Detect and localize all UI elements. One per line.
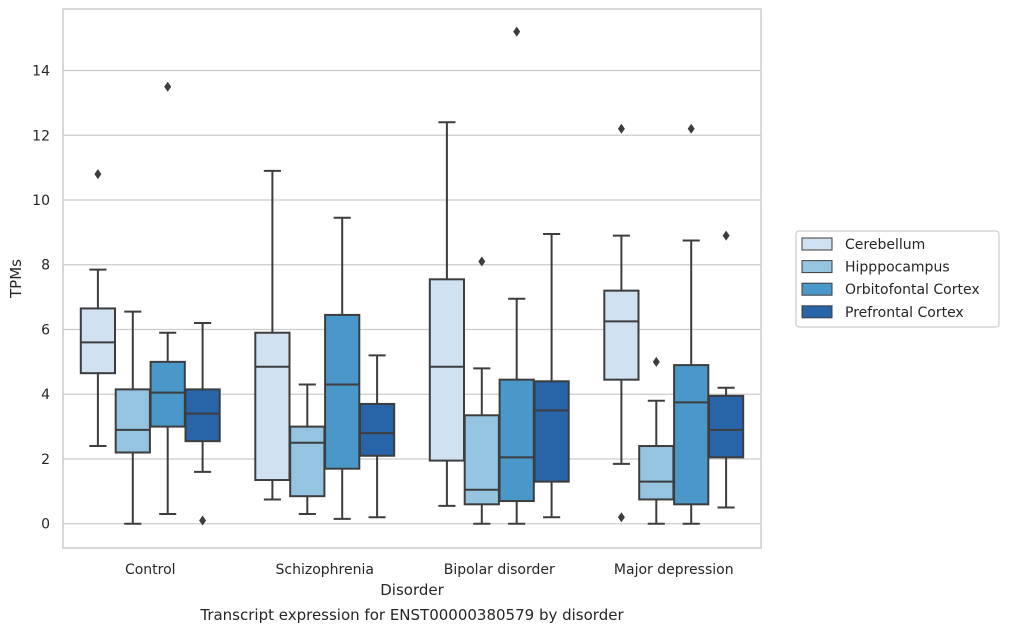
y-tick-label: 8	[41, 258, 50, 274]
figure-caption: Transcript expression for ENST0000038057…	[200, 606, 624, 624]
outlier-point	[687, 123, 695, 134]
legend-label: Orbitofontal Cortex	[845, 282, 980, 298]
box-orbitofontal-cortex	[498, 26, 535, 525]
y-tick-label: 12	[32, 128, 50, 144]
box-iqr	[463, 414, 500, 506]
x-tick-label: Major depression	[614, 562, 734, 578]
box-iqr	[638, 445, 675, 501]
box-iqr	[114, 388, 151, 454]
box-prefrontal-cortex	[533, 232, 570, 519]
box-iqr	[289, 425, 326, 498]
plot-frame	[62, 8, 762, 549]
box-iqr	[149, 360, 186, 428]
outlier-point	[164, 81, 172, 92]
outlier-point	[617, 512, 625, 523]
legend-swatch	[801, 282, 833, 296]
box-orbitofontal-cortex	[324, 216, 361, 520]
x-axis-label: Disorder	[380, 581, 444, 599]
box-iqr	[498, 378, 535, 503]
legend-frame	[795, 230, 1000, 328]
legend: Cerebellum Hipppocampus Orbitofontal Corte…	[795, 230, 1000, 328]
box-iqr	[79, 307, 117, 375]
box-iqr	[358, 402, 396, 457]
box-iqr	[673, 364, 710, 506]
box-prefrontal-cortex	[358, 354, 396, 519]
y-tick-label: 0	[41, 517, 50, 533]
box-orbitofontal-cortex	[673, 123, 710, 525]
box-iqr	[533, 380, 570, 483]
x-tick-label: Control	[125, 562, 176, 578]
outlier-point	[617, 123, 625, 134]
box-iqr	[184, 388, 221, 443]
box-cerebellum	[603, 123, 640, 523]
outlier-point	[652, 356, 660, 367]
legend-label: Cerebellum	[845, 237, 925, 253]
box-cerebellum	[428, 121, 466, 507]
legend-label: Prefrontal Cortex	[845, 305, 964, 321]
outlier-point	[199, 515, 207, 526]
outlier-point	[478, 256, 486, 267]
outlier-point	[513, 26, 521, 37]
x-tick-label: Bipolar disorder	[444, 562, 555, 578]
x-tick-label: Schizophrenia	[276, 562, 374, 578]
box-hipppocampus	[463, 256, 500, 525]
y-tick-label: 2	[41, 452, 50, 468]
box-hipppocampus	[114, 310, 151, 525]
box-iqr	[254, 331, 291, 482]
box-orbitofontal-cortex	[149, 81, 186, 516]
box-cerebellum	[79, 169, 117, 448]
box-iqr	[428, 278, 466, 462]
box-prefrontal-cortex	[184, 322, 221, 526]
y-tick-label: 10	[32, 193, 50, 209]
outlier-point	[722, 230, 730, 241]
legend-swatch	[801, 237, 833, 251]
box-iqr	[603, 289, 640, 381]
y-tick-label: 6	[41, 322, 50, 338]
box-iqr	[324, 313, 361, 470]
box-cerebellum	[254, 169, 291, 501]
y-axis-label: TPMs	[7, 259, 25, 299]
legend-swatch	[801, 260, 833, 274]
outlier-point	[94, 169, 102, 180]
box-iqr	[707, 394, 745, 459]
y-tick-label: 14	[32, 64, 50, 80]
legend-label: Hipppocampus	[845, 260, 950, 276]
y-tick-label: 4	[41, 387, 50, 403]
legend-swatch	[801, 305, 833, 319]
box-prefrontal-cortex	[707, 230, 745, 509]
